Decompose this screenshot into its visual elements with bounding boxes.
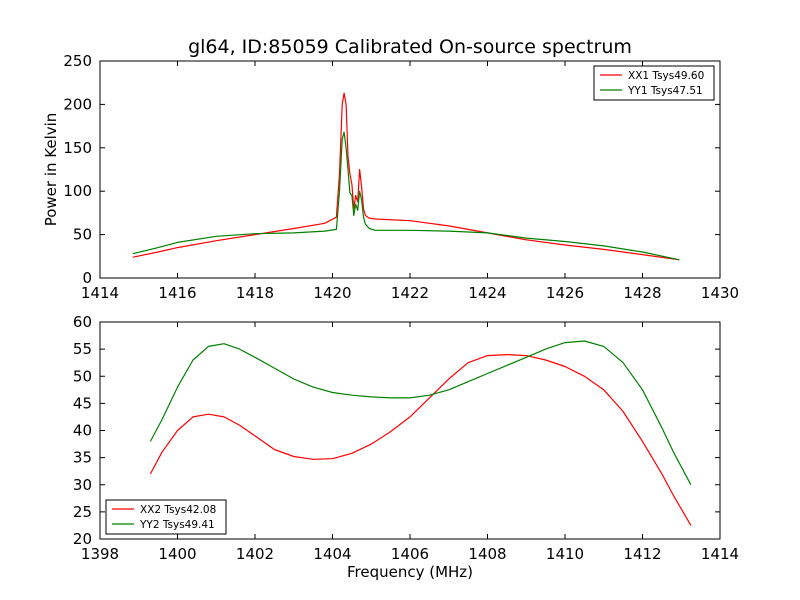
legend-entry: YY2 Tsys49.41 xyxy=(139,519,215,531)
y-tick-label: 55 xyxy=(73,340,92,358)
y-tick-label: 40 xyxy=(73,422,92,440)
series-line-2 xyxy=(149,340,692,486)
y-tick-label: 200 xyxy=(63,95,92,113)
legend-entry: XX1 Tsys49.60 xyxy=(628,70,704,82)
y-tick-label: 25 xyxy=(73,503,92,521)
y-tick-label: 100 xyxy=(63,182,92,200)
x-tick-label: 1414 xyxy=(81,284,119,302)
y-tick-label: 60 xyxy=(73,313,92,331)
legend-entry: XX2 Tsys42.08 xyxy=(140,504,216,516)
x-tick-label: 1408 xyxy=(468,545,506,563)
x-axis-label: Frequency (MHz) xyxy=(347,563,473,581)
chart-panel-2: 1398 1400 1402 1404 1406 1408 1410 1412 1414 20 25… xyxy=(73,313,739,581)
x-tick-label: 1420 xyxy=(313,284,351,302)
x-tick-label: 1428 xyxy=(623,284,661,302)
y-tick-label: 50 xyxy=(73,226,92,244)
x-tick-label: 1418 xyxy=(236,284,274,302)
series-line-2 xyxy=(132,131,680,261)
chart-title: gl64, ID:85059 Calibrated On-source spec… xyxy=(188,36,632,58)
x-tick-label: 1414 xyxy=(701,545,739,563)
y-tick-label: 45 xyxy=(73,394,92,412)
y-tick-label: 35 xyxy=(73,449,92,467)
legend: XX2 Tsys42.08 YY2 Tsys49.41 xyxy=(105,499,227,535)
x-tick-label: 1426 xyxy=(546,284,584,302)
x-tick-label: 1398 xyxy=(81,545,119,563)
series-line-1 xyxy=(149,354,692,526)
legend: XX1 Tsys49.60 YY1 Tsys47.51 xyxy=(593,65,715,101)
x-tick-label: 1400 xyxy=(158,545,196,563)
y-tick-label: 20 xyxy=(73,530,92,548)
y-tick-label: 150 xyxy=(63,139,92,157)
x-tick-label: 1410 xyxy=(546,545,584,563)
x-tick-label: 1402 xyxy=(236,545,274,563)
x-tick-label: 1406 xyxy=(391,545,429,563)
legend-box xyxy=(593,65,715,101)
x-tick-label: 1424 xyxy=(468,284,506,302)
x-tick-label: 1430 xyxy=(701,284,739,302)
x-tick-label: 1404 xyxy=(313,545,351,563)
chart-panel-1: 1414 1416 1418 1420 1422 1424 1426 1428 1430 0 50 1… xyxy=(42,52,739,302)
y-tick-label: 250 xyxy=(63,52,92,70)
y-tick-label: 0 xyxy=(82,269,92,287)
x-tick-label: 1416 xyxy=(158,284,196,302)
y-tick-label: 50 xyxy=(73,367,92,385)
legend-box xyxy=(105,499,227,535)
x-tick-label: 1422 xyxy=(391,284,429,302)
x-tick-label: 1412 xyxy=(623,545,661,563)
y-axis-label: Power in Kelvin xyxy=(42,113,60,227)
series-line-1 xyxy=(132,92,680,261)
legend-entry: YY1 Tsys47.51 xyxy=(627,85,703,97)
y-tick-label: 30 xyxy=(73,476,92,494)
